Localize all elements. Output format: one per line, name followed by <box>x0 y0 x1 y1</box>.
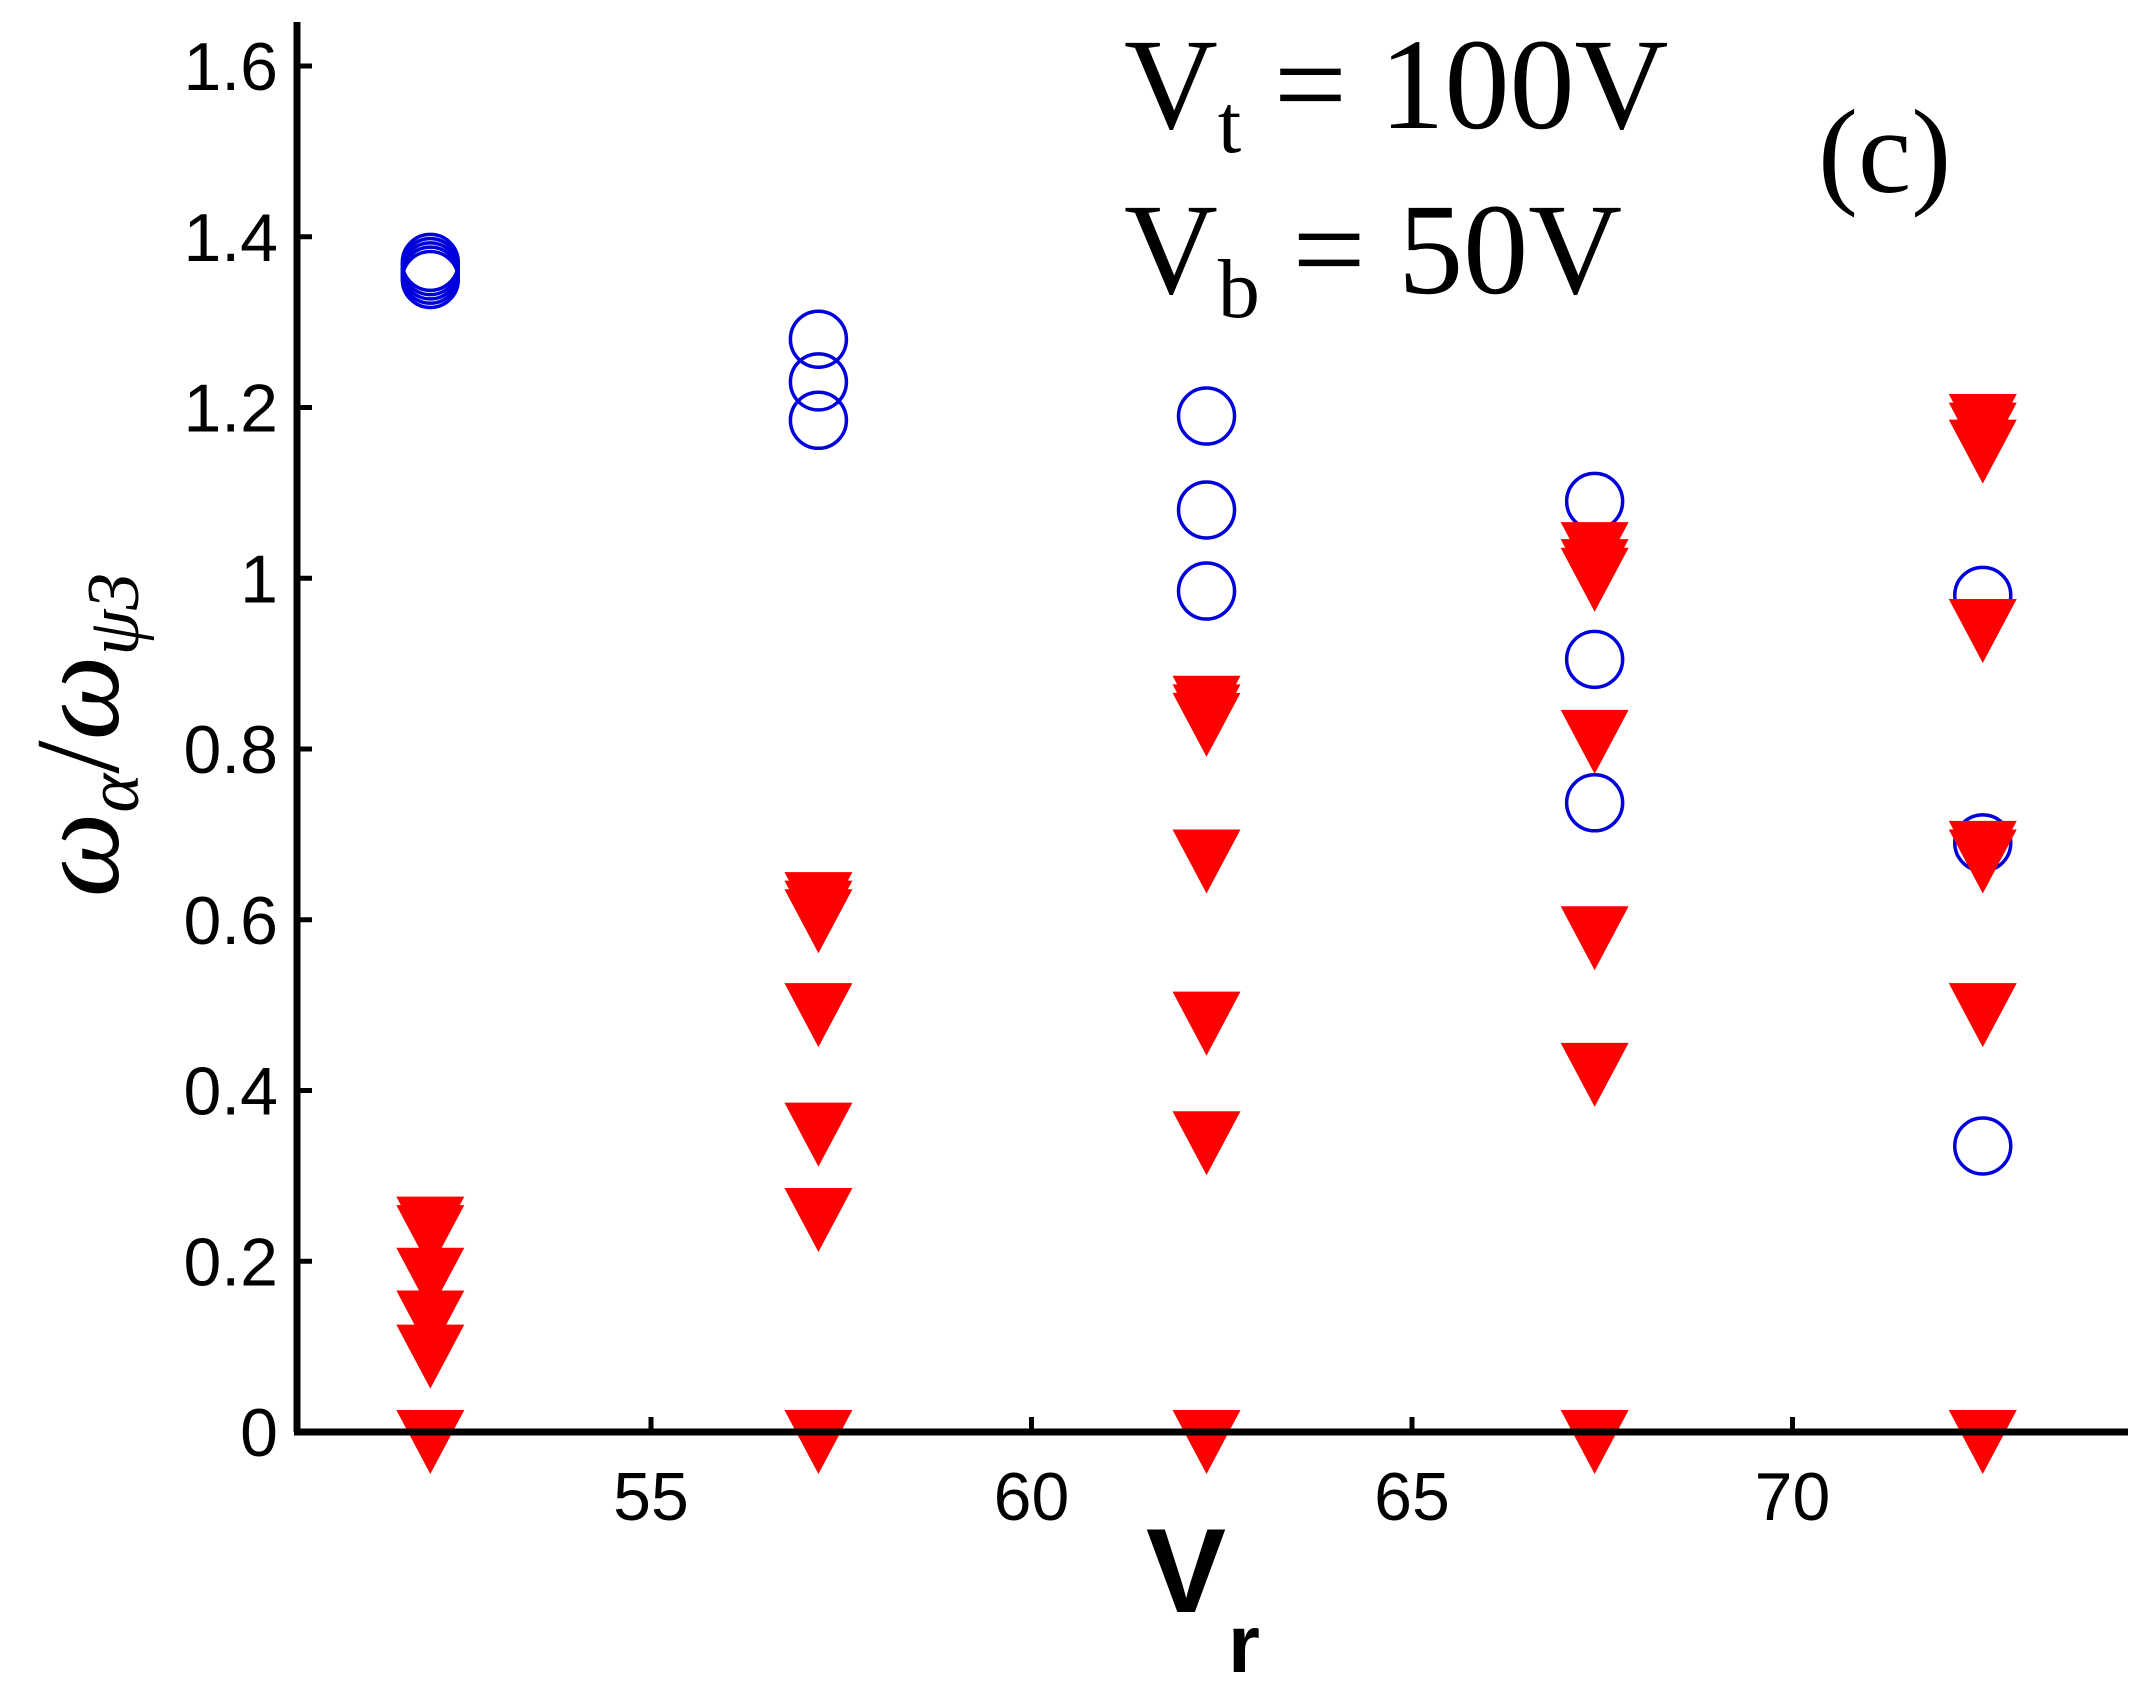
triangle-marker <box>1948 1410 2017 1474</box>
y-tick-label: 1.6 <box>183 29 278 105</box>
y-tick-label: 0.8 <box>183 712 278 788</box>
triangle-marker <box>396 1324 465 1389</box>
plot-area <box>396 232 2017 1474</box>
triangle-marker <box>396 1205 465 1270</box>
y-label-den-sub: ψ3 <box>73 573 155 656</box>
triangle-marker <box>1560 1042 1629 1107</box>
triangle-marker <box>396 1410 465 1474</box>
circle-marker <box>788 390 849 451</box>
triangle-marker <box>1948 419 2017 484</box>
circle-marker <box>1564 471 1625 532</box>
circle-marker <box>1564 629 1625 690</box>
triangle-marker <box>1560 906 1629 971</box>
y-label-num-symbol: ω <box>11 813 144 898</box>
y-tick-label: 1 <box>240 541 278 617</box>
x-label-main: V <box>1146 1504 1226 1638</box>
svg-text:Vb = 50V: Vb = 50V <box>1124 178 1622 336</box>
triangle-marker <box>1172 1410 1241 1474</box>
y-tick-label: 0.6 <box>183 883 278 959</box>
triangle-marker <box>1172 1111 1241 1176</box>
axes <box>293 22 2128 1436</box>
svg-text:ωα/ωψ3: ωα/ωψ3 <box>11 573 155 898</box>
triangle-marker <box>1948 598 2017 663</box>
x-tick-label: 65 <box>1374 1459 1450 1535</box>
triangle-marker <box>1948 983 2017 1048</box>
x-tick-label: 55 <box>613 1459 689 1535</box>
y-ticks: 0 0.2 0.4 0.6 0.8 1 1.2 1.4 1.6 <box>183 29 312 1471</box>
x-ticks: 55 60 65 70 <box>613 1417 1830 1535</box>
annotation-vt-symbol: V <box>1124 13 1218 157</box>
y-label-num-sub: α <box>73 772 155 813</box>
circle-marker <box>788 352 849 412</box>
y-label-den-symbol: ω <box>11 656 144 741</box>
annotation-vb: Vb = 50V <box>1124 178 1622 336</box>
svg-text:Vt = 100V: Vt = 100V <box>1124 13 1668 171</box>
x-label-sub: r <box>1228 1599 1260 1690</box>
x-tick-label: 60 <box>994 1459 1070 1535</box>
triangle-marker <box>396 1290 465 1355</box>
annotation-vt-rest: = 100V <box>1241 13 1668 157</box>
series-triangles <box>396 394 2017 1474</box>
triangle-marker <box>784 889 853 954</box>
circle-marker <box>400 249 461 310</box>
triangle-marker <box>1172 692 1241 757</box>
triangle-marker <box>396 1247 465 1312</box>
circle-marker <box>1176 561 1237 621</box>
circle-marker <box>788 309 849 369</box>
triangle-marker <box>1172 991 1241 1056</box>
triangle-marker <box>784 1188 853 1253</box>
triangle-marker <box>784 1410 853 1474</box>
y-axis-label: ωα/ωψ3 <box>11 573 155 898</box>
y-label-separator: / <box>11 740 144 774</box>
triangle-marker <box>1172 829 1241 894</box>
triangle-marker <box>1560 1410 1629 1474</box>
circle-marker <box>1176 480 1237 540</box>
x-axis-label: V r <box>1146 1504 1260 1690</box>
annotation-vb-symbol: V <box>1124 178 1218 322</box>
annotation-vt: Vt = 100V <box>1124 13 1668 171</box>
triangle-marker <box>1948 829 2017 894</box>
y-tick-label: 1.4 <box>183 200 278 276</box>
annotation-vb-rest: = 50V <box>1260 178 1622 322</box>
y-tick-label: 0.2 <box>183 1224 278 1300</box>
y-tick-label: 0.4 <box>183 1054 278 1130</box>
triangle-marker <box>784 983 853 1048</box>
circle-marker <box>1564 773 1625 833</box>
series-circles <box>400 232 2013 1176</box>
triangle-marker <box>1560 709 1629 774</box>
triangle-marker <box>784 1102 853 1167</box>
triangle-marker <box>1560 547 1629 612</box>
circle-marker <box>1176 386 1237 446</box>
annotation-vb-subscript: b <box>1218 243 1260 336</box>
circle-marker <box>1953 1116 2013 1176</box>
y-tick-label: 1.2 <box>183 371 278 447</box>
x-tick-label: 70 <box>1755 1459 1831 1535</box>
panel-label: (c) <box>1818 85 1951 218</box>
y-tick-label: 0 <box>240 1395 278 1471</box>
annotation-vt-subscript: t <box>1218 78 1241 171</box>
